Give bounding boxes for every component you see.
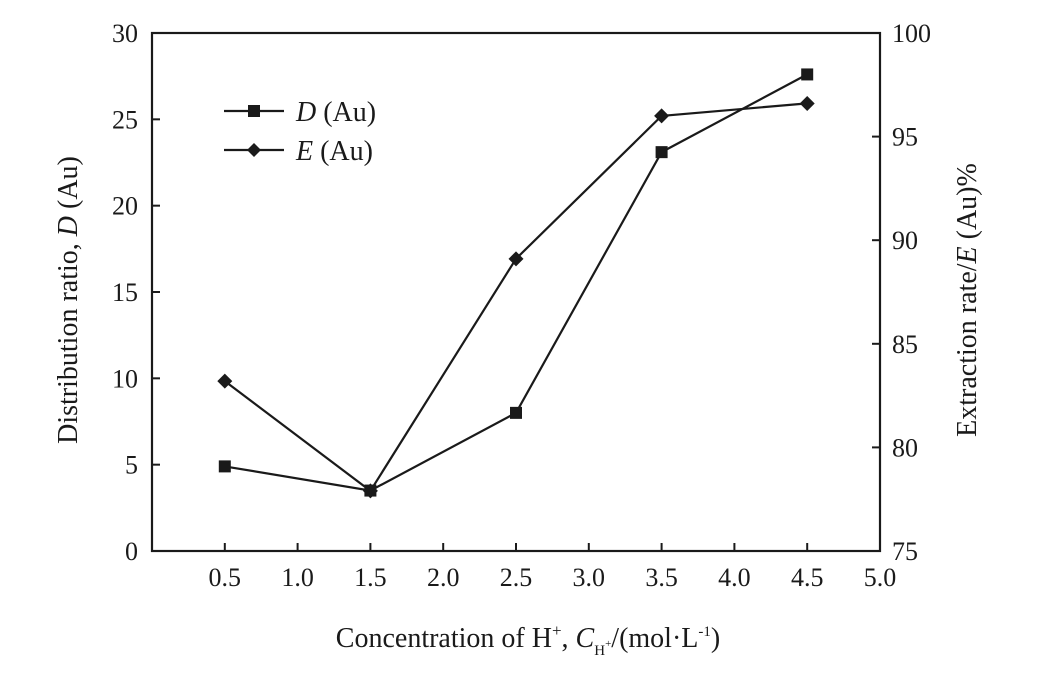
left-tick-label: 30 xyxy=(112,19,138,48)
legend-label-e: E (Au) xyxy=(295,136,373,167)
legend-marker-diamond xyxy=(247,143,261,157)
legend-marker-square xyxy=(248,105,260,117)
data-point-e xyxy=(508,251,524,267)
left-tick-label: 0 xyxy=(125,537,138,566)
right-axis-title: Extraction rate/E (Au)% xyxy=(952,163,983,437)
x-axis-ticks: 0.5 1.0 1.5 2.0 2.5 3.0 3.5 4.0 4.5 5.0 xyxy=(209,543,897,592)
x-tick-label: 3.0 xyxy=(573,563,606,592)
x-tick-label: 1.5 xyxy=(354,563,387,592)
x-tick-label: 2.0 xyxy=(427,563,460,592)
right-tick-label: 100 xyxy=(892,19,931,48)
data-point-d xyxy=(655,146,668,159)
left-tick-label: 15 xyxy=(112,278,138,307)
x-tick-label: 3.5 xyxy=(645,563,678,592)
x-axis-title: Concentration of H+, CH+/(mol·L-1) xyxy=(336,621,720,659)
right-tick-label: 85 xyxy=(892,330,918,359)
right-tick-label: 75 xyxy=(892,537,918,566)
data-point-e xyxy=(362,483,378,499)
data-point-d xyxy=(218,460,231,473)
x-tick-label: 2.5 xyxy=(500,563,533,592)
data-point-e xyxy=(799,95,815,111)
right-tick-label: 90 xyxy=(892,226,918,255)
data-point-e xyxy=(217,373,233,389)
x-tick-label: 4.5 xyxy=(791,563,824,592)
x-tick-label: 4.0 xyxy=(718,563,751,592)
left-tick-label: 10 xyxy=(112,364,138,393)
right-tick-label: 80 xyxy=(892,433,918,462)
left-axis-ticks: 0 5 10 15 20 25 30 xyxy=(112,19,160,566)
x-tick-label: 5.0 xyxy=(864,563,897,592)
x-tick-label: 1.0 xyxy=(281,563,314,592)
x-tick-label: 0.5 xyxy=(209,563,242,592)
data-point-d xyxy=(510,406,522,419)
left-tick-label: 25 xyxy=(112,105,138,134)
data-point-d xyxy=(801,68,814,81)
data-point-e xyxy=(654,108,670,124)
left-tick-label: 20 xyxy=(112,192,138,221)
series-layer xyxy=(217,68,815,499)
legend-label-d: D (Au) xyxy=(295,97,376,128)
left-axis-title: Distribution ratio, D (Au) xyxy=(53,156,84,444)
right-axis-ticks: 75 80 85 90 95 100 xyxy=(872,19,931,566)
legend: D (Au) E (Au) xyxy=(224,97,376,167)
right-tick-label: 95 xyxy=(892,123,918,152)
left-tick-label: 5 xyxy=(125,451,138,480)
